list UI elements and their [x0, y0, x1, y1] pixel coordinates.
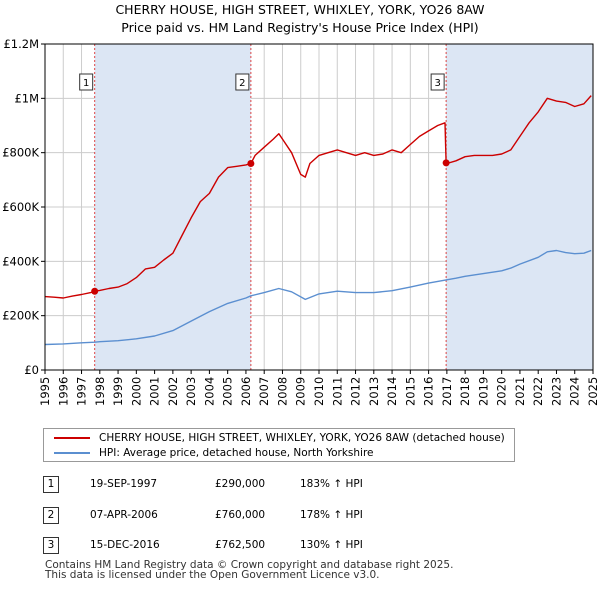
sale-label-box: [235, 73, 250, 91]
sale-row: 2 07-APR-2006 £760,000 178% ↑ HPI: [0, 507, 600, 529]
x-tick-label: 2003: [184, 377, 198, 406]
x-tick-label: 2000: [129, 377, 143, 406]
sale-label-number: 2: [239, 78, 245, 89]
y-tick-label: £1M: [14, 91, 39, 105]
x-tick-label: 2023: [549, 377, 563, 406]
price-chart: 1 2 3 £0 £200K £400K £600K £800K £1M £1.2M 1995 19…: [2, 37, 600, 406]
sale-label-box: [430, 73, 445, 91]
x-tick-label: 2005: [221, 377, 235, 406]
sale-points: [91, 159, 450, 295]
y-tick-label: £200K: [2, 309, 39, 323]
x-tick-label: 1996: [56, 377, 70, 406]
x-tick-label: 2015: [403, 377, 417, 406]
sale-point: [442, 159, 450, 167]
legend: CHERRY HOUSE, HIGH STREET, WHIXLEY, YORK…: [43, 428, 515, 462]
x-tick-label: 1999: [111, 377, 125, 406]
y-tick-label: £1.2M: [3, 37, 39, 51]
legend-swatch-property: [54, 437, 90, 439]
x-tick-label: 1995: [38, 377, 52, 406]
legend-swatch-hpi: [54, 452, 90, 454]
shade-period: [94, 44, 251, 370]
sale-hpi-change: 178% ↑ HPI: [300, 509, 363, 521]
footer-copyright: Contains HM Land Registry data © Crown c…: [45, 559, 454, 571]
sale-label-box: [79, 73, 94, 91]
chart-title: CHERRY HOUSE, HIGH STREET, WHIXLEY, YORK…: [115, 2, 485, 17]
x-tick-label: 2022: [531, 377, 545, 406]
legend-label-property: CHERRY HOUSE, HIGH STREET, WHIXLEY, YORK…: [99, 432, 505, 444]
x-tick-label: 2020: [495, 377, 509, 406]
x-tick-label: 2008: [275, 377, 289, 406]
x-tick-label: 2014: [385, 377, 399, 406]
sale-label-number: 3: [434, 78, 440, 89]
legend-label-hpi: HPI: Average price, detached house, Nort…: [99, 447, 374, 459]
chart-subtitle: Price paid vs. HM Land Registry's House …: [121, 20, 479, 35]
sale-row: 3 15-DEC-2016 £762,500 130% ↑ HPI: [0, 537, 600, 559]
x-tick-label: 2021: [513, 377, 527, 406]
sale-point: [91, 287, 99, 295]
chart-title-block: CHERRY HOUSE, HIGH STREET, WHIXLEY, YORK…: [0, 1, 600, 37]
y-tick-label: £400K: [2, 254, 39, 268]
sale-label-number: 1: [83, 78, 89, 89]
x-tick-label: 2025: [586, 377, 600, 406]
footer: Contains HM Land Registry data © Crown c…: [45, 559, 454, 581]
x-tick-label: 2002: [166, 377, 180, 406]
shade-period: [446, 44, 593, 370]
x-tick-label: 2011: [330, 377, 344, 406]
x-tick-label: 2017: [440, 377, 454, 406]
x-tick-label: 2019: [476, 377, 490, 406]
sale-price: £762,500: [215, 539, 266, 551]
sale-price: £290,000: [215, 478, 266, 490]
series-lines: [44, 95, 592, 346]
series-line-property: [44, 95, 592, 299]
sale-hpi-change: 130% ↑ HPI: [300, 539, 363, 551]
series-line-hpi: [44, 249, 592, 346]
sale-hpi-change: 183% ↑ HPI: [300, 478, 363, 490]
x-tick-label: 2007: [257, 377, 271, 406]
y-tick-label: £600K: [2, 200, 39, 214]
sale-point: [247, 160, 255, 168]
x-tick-label: 2006: [239, 377, 253, 406]
axes: £0 £200K £400K £600K £800K £1M £1.2M 1995 1996 19…: [2, 37, 600, 406]
x-tick-label: 2001: [148, 377, 162, 406]
sale-date: 19-SEP-1997: [90, 478, 158, 490]
x-tick-label: 2009: [294, 377, 308, 406]
sale-row: 1 19-SEP-1997 £290,000 183% ↑ HPI: [0, 476, 600, 498]
sale-date: 15-DEC-2016: [90, 539, 160, 551]
x-tick-label: 2010: [312, 377, 326, 406]
x-tick-label: 1998: [93, 377, 107, 406]
x-tick-label: 2012: [349, 377, 363, 406]
x-tick-label: 1997: [75, 377, 89, 406]
y-tick-label: £800K: [2, 146, 39, 160]
x-tick-label: 2016: [422, 377, 436, 406]
x-tick-label: 2024: [568, 377, 582, 406]
sale-labels: 1 2 3: [79, 73, 445, 91]
sale-price: £760,000: [215, 509, 266, 521]
x-tick-label: 2018: [458, 377, 472, 406]
shaded-periods: [94, 44, 593, 370]
x-tick-label: 2013: [367, 377, 381, 406]
sale-date: 07-APR-2006: [90, 509, 158, 521]
x-tick-label: 2004: [202, 377, 216, 406]
y-tick-label: £0: [24, 363, 39, 377]
sale-number: 3: [43, 537, 59, 554]
sale-number: 1: [43, 476, 59, 493]
footer-licence: This data is licensed under the Open Gov…: [45, 569, 380, 581]
sale-number: 2: [43, 507, 59, 524]
